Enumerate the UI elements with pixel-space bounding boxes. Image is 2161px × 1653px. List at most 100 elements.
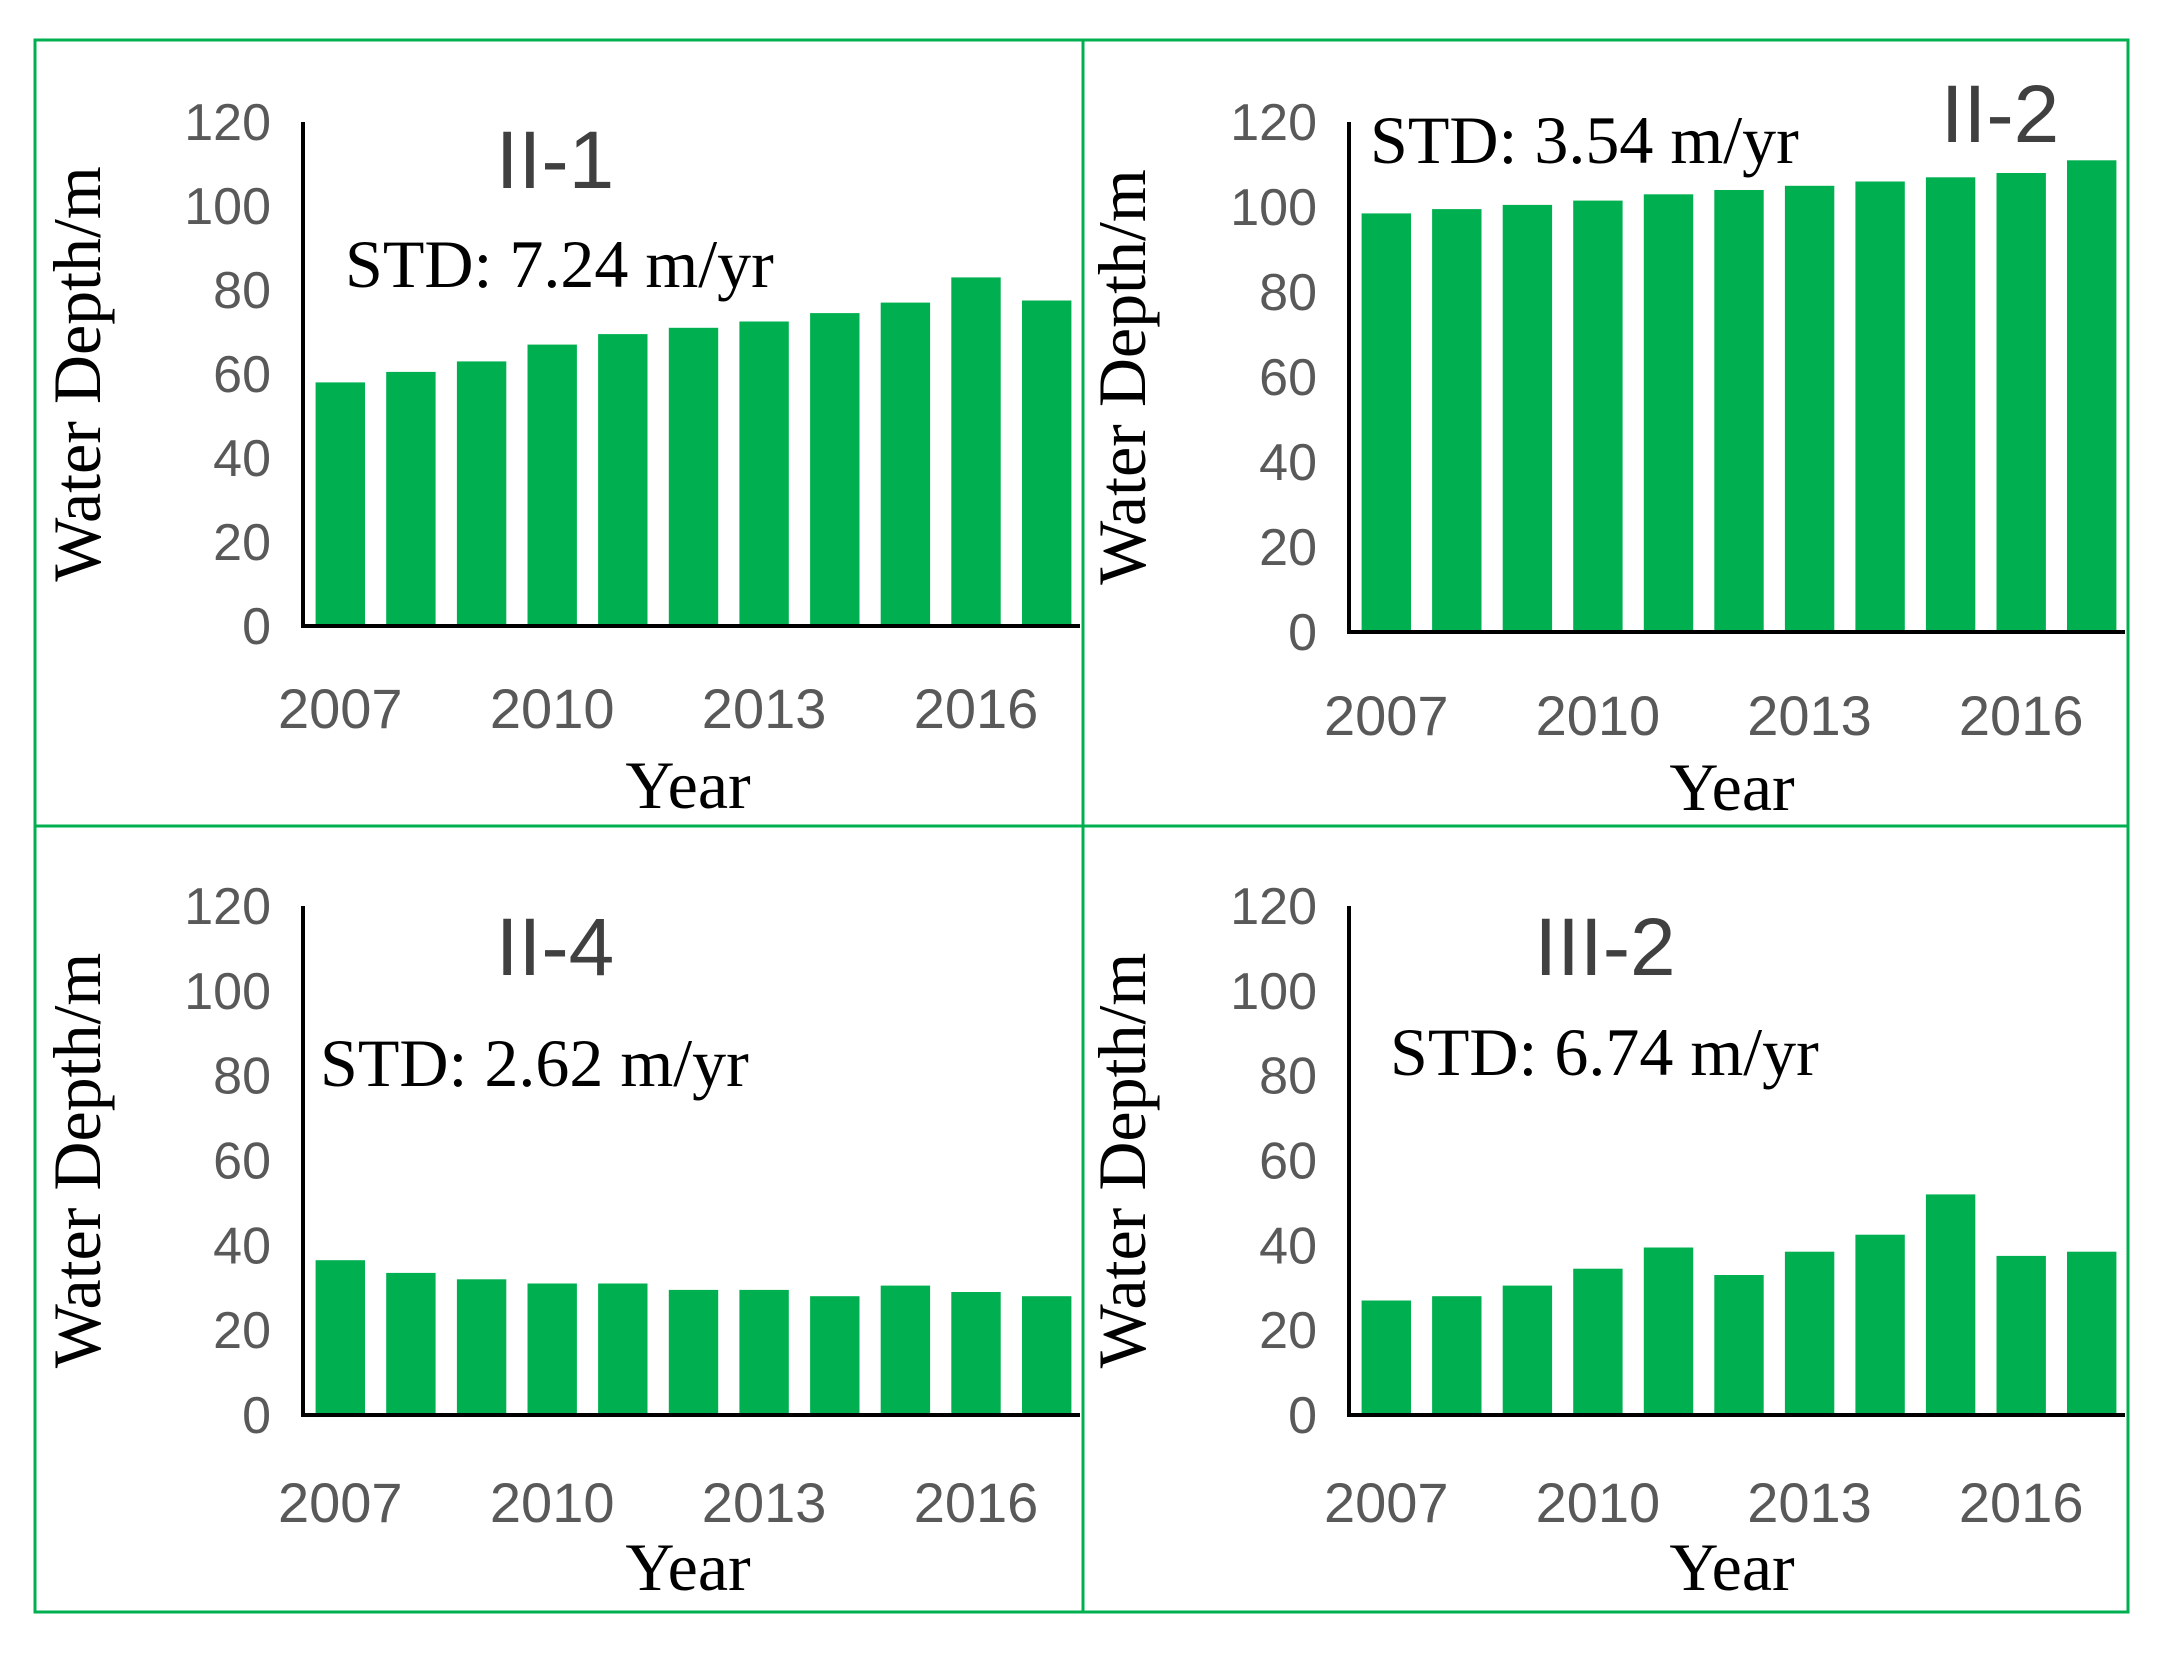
bar-2015 <box>880 302 931 626</box>
y-tick-label: 60 <box>1259 1133 1317 1191</box>
panel-iii-2: 0 20 40 60 80 100 120 2007 2010 2013 2016 Year Water… <box>1081 824 2130 1614</box>
x-tick-label: 2013 <box>702 677 827 740</box>
bar-2010 <box>527 1283 577 1415</box>
bar-2017 <box>1022 1296 1072 1415</box>
y-tick-label: 100 <box>1230 179 1317 237</box>
bar-2012 <box>668 327 719 626</box>
bar-2016 <box>1996 1255 2046 1415</box>
x-axis-title: Year <box>625 1529 751 1605</box>
bar-2009 <box>456 361 507 626</box>
y-tick-label: 20 <box>1259 519 1317 577</box>
x-tick-label: 2013 <box>702 1471 827 1534</box>
bar-2007 <box>315 382 365 626</box>
y-tick-label: 40 <box>213 1217 271 1275</box>
y-tick-label: 100 <box>184 963 271 1021</box>
x-tick-label: 2007 <box>1324 1471 1449 1534</box>
bar-2008 <box>1432 209 1482 632</box>
bar-2012 <box>1714 1275 1764 1415</box>
y-tick-label: 80 <box>213 1048 271 1106</box>
bar-2009 <box>1502 204 1553 632</box>
panel-ii-2: 0 20 40 60 80 100 120 2007 2010 2013 2016 Year Water… <box>1081 38 2130 828</box>
x-tick-label: 2007 <box>1324 684 1449 747</box>
bar-2008 <box>386 371 436 626</box>
bar-2017 <box>1022 300 1072 626</box>
bar-2014 <box>1855 1234 1905 1415</box>
y-tick-label: 60 <box>213 346 271 404</box>
y-tick-label: 0 <box>1288 604 1317 662</box>
x-tick-label: 2016 <box>914 677 1039 740</box>
y-tick-label: 80 <box>1259 264 1317 322</box>
x-tick-label: 2016 <box>914 1471 1039 1534</box>
y-tick-label: 80 <box>1259 1048 1317 1106</box>
y-tick-label: 120 <box>1230 878 1317 936</box>
bar-2016 <box>1996 173 2046 632</box>
y-tick-label: 60 <box>213 1133 271 1191</box>
y-axis-title: Water Depth/m <box>39 166 115 582</box>
bar-2017 <box>2067 160 2117 633</box>
bar-2013 <box>1784 1251 1835 1415</box>
x-tick-label: 2010 <box>1536 1471 1661 1534</box>
y-tick-label: 0 <box>242 598 271 656</box>
std-annotation: STD: 7.24 m/yr <box>345 226 774 302</box>
y-tick-label: 40 <box>1259 1217 1317 1275</box>
bar-2007 <box>1361 213 1411 632</box>
bar-2015 <box>1925 177 1976 633</box>
y-tick-label: 60 <box>1259 349 1317 407</box>
panel-border <box>1081 824 2130 1614</box>
y-tick-label: 0 <box>1288 1387 1317 1445</box>
bar-2015 <box>1925 1194 1976 1415</box>
panel-ii-4: 0 20 40 60 80 100 120 2007 2010 2013 2016 Year Water… <box>33 824 1085 1614</box>
bar-2014 <box>810 1296 860 1415</box>
bar-2009 <box>456 1279 507 1415</box>
bar-2011 <box>598 334 648 626</box>
x-tick-label: 2013 <box>1747 1471 1872 1534</box>
panel-ii-1: 0 20 40 60 80 100 120 2007 2010 2013 2016 Year Water… <box>33 38 1085 828</box>
panel-title: II-2 <box>1941 69 2059 160</box>
panel-title: II-4 <box>496 902 614 993</box>
bar-2015 <box>880 1285 931 1415</box>
bar-2016 <box>951 1292 1001 1415</box>
x-tick-label: 2007 <box>278 677 403 740</box>
x-tick-label: 2013 <box>1747 684 1872 747</box>
y-tick-label: 0 <box>242 1387 271 1445</box>
std-annotation: STD: 6.74 m/yr <box>1390 1014 1819 1090</box>
bar-2013 <box>739 1289 789 1415</box>
x-tick-label: 2016 <box>1959 684 2084 747</box>
panel-title: II-1 <box>496 115 614 206</box>
y-tick-label: 40 <box>1259 434 1317 492</box>
x-tick-label: 2010 <box>490 1471 615 1534</box>
bar-2012 <box>668 1289 719 1415</box>
x-axis-title: Year <box>1669 1529 1795 1605</box>
std-annotation: STD: 2.62 m/yr <box>320 1025 749 1101</box>
bar-2012 <box>1714 190 1764 632</box>
y-tick-label: 100 <box>184 178 271 236</box>
y-axis-title: Water Depth/m <box>1084 169 1160 585</box>
x-tick-label: 2016 <box>1959 1471 2084 1534</box>
x-tick-label: 2010 <box>490 677 615 740</box>
bar-2007 <box>315 1260 365 1415</box>
y-tick-label: 120 <box>184 94 271 152</box>
y-tick-label: 40 <box>213 430 271 488</box>
y-tick-label: 120 <box>184 878 271 936</box>
panel-title: III-2 <box>1534 902 1675 993</box>
x-axis-title: Year <box>625 747 751 823</box>
bar-2007 <box>1361 1300 1411 1415</box>
bar-2014 <box>1855 181 1905 632</box>
bar-2016 <box>951 277 1001 626</box>
bar-2010 <box>527 344 577 626</box>
std-annotation: STD: 3.54 m/yr <box>1370 102 1799 178</box>
bar-2011 <box>1643 194 1694 633</box>
bar-2008 <box>1432 1296 1482 1415</box>
y-tick-label: 20 <box>213 1302 271 1360</box>
bar-2009 <box>1502 1285 1553 1415</box>
y-axis-title: Water Depth/m <box>1084 953 1160 1369</box>
bar-2017 <box>2067 1251 2117 1415</box>
y-tick-label: 20 <box>213 514 271 572</box>
bar-2008 <box>386 1272 436 1415</box>
bar-2013 <box>1784 185 1835 633</box>
bar-2014 <box>810 313 860 626</box>
bar-2011 <box>1643 1247 1694 1415</box>
x-tick-label: 2007 <box>278 1471 403 1534</box>
y-tick-label: 20 <box>1259 1302 1317 1360</box>
